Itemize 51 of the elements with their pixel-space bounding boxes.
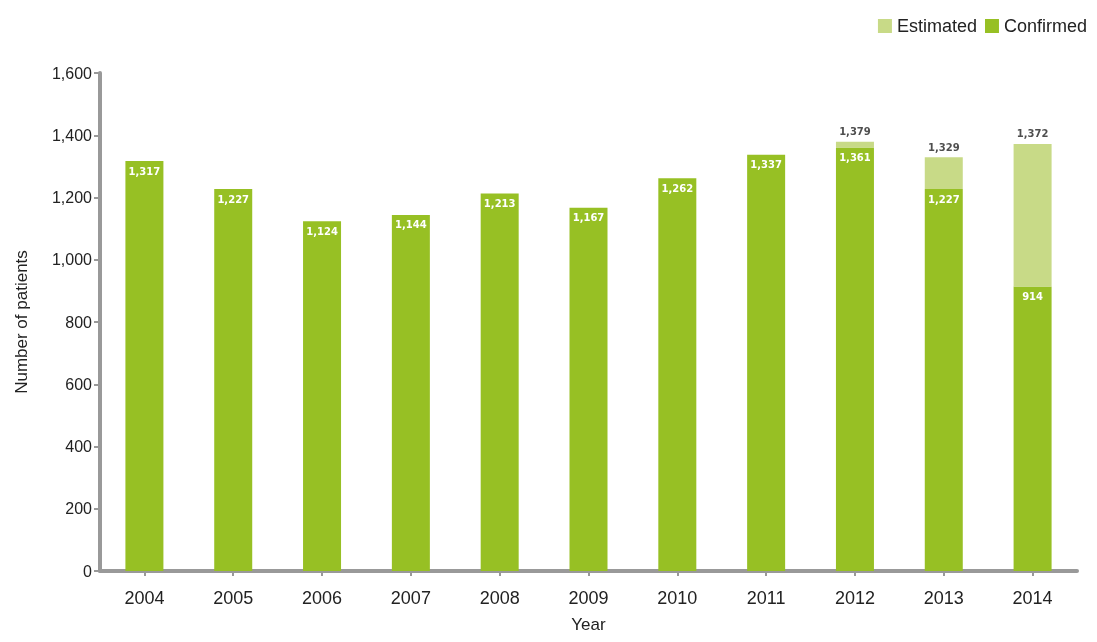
bar	[924, 189, 963, 571]
x-tick-label: 2005	[213, 588, 254, 608]
bar	[125, 161, 164, 571]
x-tick-label: 2013	[923, 588, 964, 608]
x-axis-title: Year	[571, 615, 607, 634]
bar	[835, 147, 874, 571]
data-label: 1,227	[217, 193, 250, 205]
x-tick-label: 2012	[834, 588, 875, 608]
y-tick-label: 400	[65, 438, 93, 455]
x-tick-label: 2008	[479, 588, 520, 608]
x-tick-label: 2007	[390, 588, 431, 608]
data-label: 1,337	[750, 159, 782, 171]
data-label: 1,124	[306, 225, 338, 237]
total-label: 1,329	[927, 141, 960, 153]
data-label: 1,361	[839, 151, 871, 163]
y-tick-label: 1,600	[51, 64, 93, 82]
legend-label: Confirmed	[1003, 16, 1087, 36]
data-label: 1,213	[483, 197, 516, 209]
data-label: 1,227	[927, 193, 960, 205]
bar	[924, 157, 963, 190]
x-tick-label: 2009	[568, 588, 609, 608]
y-tick-label: 1,400	[51, 126, 93, 144]
y-axis-title: Number of patients	[12, 250, 31, 394]
x-tick-label: 2011	[746, 588, 786, 608]
legend-label: Estimated	[896, 16, 977, 36]
data-label: 1,167	[572, 212, 605, 224]
bar	[391, 214, 430, 571]
bar	[480, 193, 519, 571]
y-tick-label: 600	[65, 375, 93, 393]
data-label: 914	[1022, 291, 1044, 303]
y-tick-label: 0	[83, 562, 93, 580]
bar	[303, 221, 342, 571]
total-label: 1,372	[1016, 128, 1049, 140]
y-tick-label: 1,200	[51, 189, 93, 206]
y-tick-label: 200	[65, 500, 93, 518]
bar	[1013, 286, 1052, 571]
x-tick-label: 2006	[302, 588, 343, 608]
data-label: 1,262	[661, 182, 694, 194]
bar	[658, 178, 697, 571]
data-label: 1,144	[395, 219, 427, 231]
data-label: 1,317	[128, 165, 161, 177]
y-tick-label: 800	[65, 313, 93, 331]
total-label: 1,379	[839, 126, 871, 138]
bar	[1013, 143, 1052, 287]
x-tick-label: 2004	[124, 588, 165, 608]
bar	[747, 154, 786, 571]
x-tick-label: 2010	[657, 588, 698, 608]
x-tick-label: 2014	[1012, 588, 1053, 608]
y-tick-label: 1,000	[51, 251, 93, 269]
bar	[214, 189, 253, 571]
bar	[569, 207, 608, 571]
